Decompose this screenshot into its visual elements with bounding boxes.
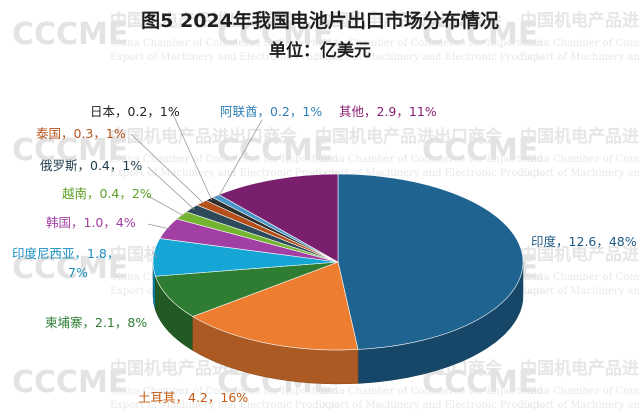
watermark-logo: CCCME xyxy=(12,365,128,400)
data-label-印度尼西亚: 印度尼西亚，1.8， xyxy=(12,246,119,261)
data-label-日本: 日本，0.2，1% xyxy=(90,104,180,119)
watermark-logo: CCCME xyxy=(422,133,538,168)
leader-line-俄罗斯 xyxy=(147,166,195,210)
watermark-logo: CCCME xyxy=(217,133,333,168)
watermark-org-en: China Chamber of Commerce for Import and xyxy=(315,38,544,49)
watermark-org-en: Export of Machinery and Electronic Produ… xyxy=(520,400,640,411)
data-label-柬埔寨: 柬埔寨，2.1，8% xyxy=(45,315,147,330)
watermark-org-en: China Chamber of Commerce for Import and xyxy=(520,386,640,397)
watermark-org-cn: 中国机电产品进出口商会 xyxy=(520,244,640,265)
data-labels: 印度，12.6，48% 土耳其，4.2，16% 柬埔寨，2.1，8% 印度尼西亚，1.… xyxy=(12,104,637,405)
data-label-土耳其: 土耳其，4.2，16% xyxy=(138,390,248,405)
leader-line-越南 xyxy=(147,195,185,217)
watermark-logo: CCCME xyxy=(12,251,128,286)
watermark-org-cn: 中国机电产品进出口商会 xyxy=(110,10,297,31)
watermark-logo: CCCME xyxy=(422,365,538,400)
watermark-org-cn: 中国机电产品进出口商会 xyxy=(520,358,640,379)
watermark-logo: CCCME xyxy=(422,17,538,52)
watermark-org-en: Export of Machinery and Electronic Produ… xyxy=(110,52,340,63)
watermark-org-en: Export of Machinery and Electronic Produ… xyxy=(110,400,340,411)
watermark-org-en: China Chamber of Commerce for Import and xyxy=(110,154,339,165)
watermark-org-en: China Chamber of Commerce for Import and xyxy=(110,386,339,397)
watermark-org-en: Export of Machinery and Electronic Produ… xyxy=(520,52,640,63)
data-label-越南: 越南，0.4，2% xyxy=(62,186,152,201)
watermark-org-en: China Chamber of Commerce for Import and xyxy=(110,38,339,49)
watermark-org-en: China Chamber of Commerce for Import and xyxy=(315,386,544,397)
data-label-印度尼西亚: 7% xyxy=(68,265,88,280)
watermark-org-cn: 中国机电产品进出口商会 xyxy=(520,10,640,31)
watermark-org-en: China Chamber of Commerce for Import and xyxy=(315,154,544,165)
watermark-org-cn: 中国机电产品进出口商会 xyxy=(315,10,502,31)
pie-area xyxy=(152,173,524,385)
watermark-org-en: Export of Machinery and Electronic Produ… xyxy=(520,286,640,297)
watermark-org-en: Export of Machinery and Electronic Produ… xyxy=(315,168,545,179)
leader-line-日本 xyxy=(171,111,213,201)
watermark-org-cn: 中国机电产品进出口商会 xyxy=(520,126,640,147)
leader-line-泰国 xyxy=(130,133,205,205)
data-label-印度: 印度，12.6，48% xyxy=(531,234,637,249)
watermark-org-en: China Chamber of Commerce for Import and xyxy=(520,272,640,283)
pie-slice-柬埔寨 xyxy=(155,261,339,317)
chart-title: 图5 2024年我国电池片出口市场分布情况 xyxy=(141,9,499,32)
watermark-org-en: Export of Machinery and Electronic Produ… xyxy=(315,52,545,63)
leader-line-韩国 xyxy=(147,223,171,230)
watermark-org-cn: 中国机电产品进出口商会 xyxy=(110,126,297,147)
watermark-org-en: Export of Machinery and Electronic Produ… xyxy=(110,168,340,179)
pie-slice-其他 xyxy=(218,173,339,263)
data-label-俄罗斯: 俄罗斯，0.4，1% xyxy=(40,158,142,173)
watermark-logo: CCCME xyxy=(12,133,128,168)
chart-subtitle: 单位：亿美元 xyxy=(269,40,371,61)
leader-line-印度尼西亚 xyxy=(151,251,158,258)
pie-slice-土耳其 xyxy=(192,261,359,351)
watermark-org-cn: 中国机电产品进出口商会 xyxy=(315,126,502,147)
leader-line-阿联酋 xyxy=(217,119,263,198)
watermark-org-en: China Chamber of Commerce for Import and xyxy=(520,38,640,49)
data-label-其他: 其他，2.9，11% xyxy=(339,104,437,119)
watermark-logo: CCCME xyxy=(217,17,333,52)
data-label-阿联酋: 阿联酋，0.2，1% xyxy=(220,104,322,119)
data-label-韩国: 韩国，1.0，4% xyxy=(46,215,136,230)
watermark-org-en: Export of Machinery and Electronic Produ… xyxy=(315,400,545,411)
watermark-org-en: China Chamber of Commerce for Import and xyxy=(520,154,640,165)
data-label-泰国: 泰国，0.3，1% xyxy=(36,126,126,141)
pie-slice-印度 xyxy=(337,173,524,350)
watermark-logo: CCCME xyxy=(12,17,128,52)
watermark-org-en: Export of Machinery and Electronic Produ… xyxy=(520,168,640,179)
